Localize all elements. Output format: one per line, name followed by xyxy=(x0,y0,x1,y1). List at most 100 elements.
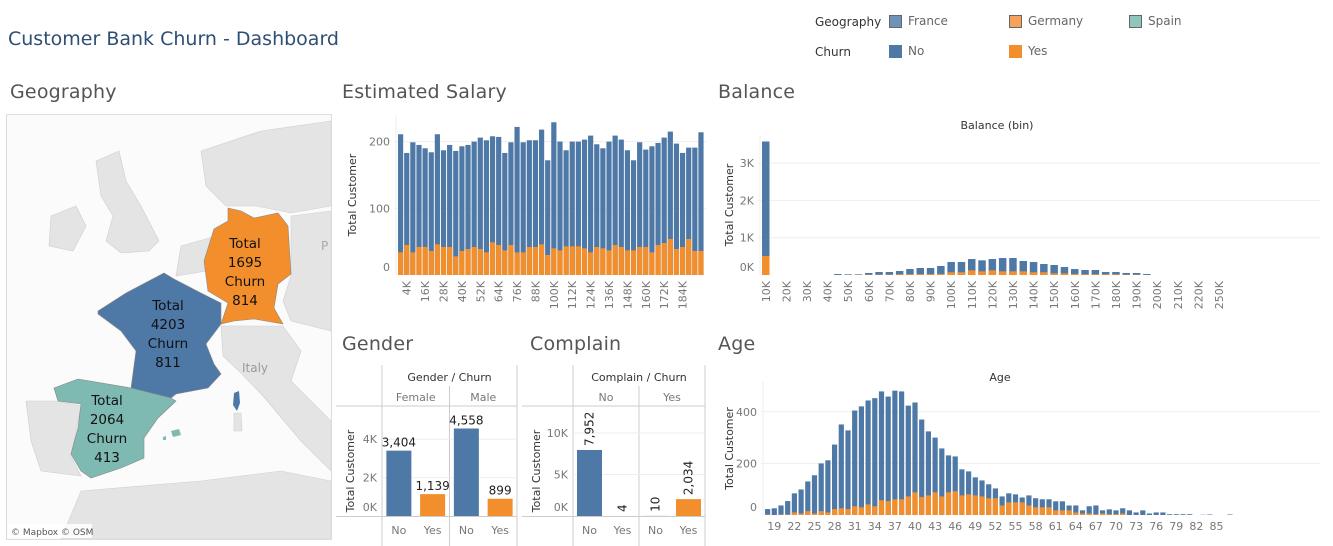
bar-yes xyxy=(957,272,966,275)
france-churn-label: Churn xyxy=(148,336,188,352)
balance-chart[interactable]: 0K 1K 2K 3K Total Customer Balance (bin) 10K 20… xyxy=(715,110,1330,325)
x-tick-label: 136K xyxy=(603,280,616,309)
legend-item-spain[interactable]: Spain xyxy=(1129,14,1182,28)
bar-yes xyxy=(925,495,931,515)
bar-no xyxy=(667,131,673,275)
bar-no xyxy=(926,267,935,275)
legend-label: Yes xyxy=(1028,44,1048,58)
bar-no xyxy=(875,272,883,275)
bar-no xyxy=(563,150,569,275)
group-label: Female xyxy=(396,391,436,404)
country-germany[interactable] xyxy=(203,207,292,325)
spain-swatch xyxy=(1129,14,1142,28)
x-tick-label: 100K xyxy=(945,280,958,309)
bar-no xyxy=(798,489,804,515)
bar-no xyxy=(1066,505,1072,515)
bar-yes xyxy=(892,499,898,515)
bar-no xyxy=(538,129,545,275)
x-tick-label: 4K xyxy=(401,280,414,295)
bar-yes xyxy=(643,246,649,275)
background-land xyxy=(25,120,331,539)
y-tick-label: 200 xyxy=(736,457,757,470)
x-tick-label: 200K xyxy=(1151,280,1164,309)
bar-no xyxy=(852,410,858,515)
geography-map[interactable]: Total 4203 Churn 811 Total 1695 Churn 81… xyxy=(6,114,332,540)
complain-chart[interactable]: Complain / Churn No Yes 0K 5K 10K Total Custom… xyxy=(522,360,708,546)
bar-no xyxy=(1081,270,1089,275)
bar-no xyxy=(854,274,863,275)
bar-yes xyxy=(520,252,526,275)
spain-churn-label: Churn xyxy=(87,431,127,447)
legend-item-yes[interactable]: Yes xyxy=(1009,44,1047,58)
bar-yes xyxy=(1006,502,1012,515)
bar-yes xyxy=(978,271,986,275)
bar-yes xyxy=(545,254,551,275)
bar-no xyxy=(838,424,844,515)
x-tick-label: 80K xyxy=(904,280,917,302)
bar-yes xyxy=(1100,513,1106,515)
bar-no xyxy=(899,391,905,515)
germany-total-label: Total xyxy=(228,236,261,252)
bar-yes xyxy=(765,514,771,515)
germany-swatch xyxy=(1009,14,1022,28)
bar-yes xyxy=(872,506,878,515)
x-tick-label: 40K xyxy=(456,280,469,302)
salary-chart[interactable]: 0 100 200 Total Customer 4K 16K 28K 40K 52K 64K 76… xyxy=(336,110,716,325)
data-label: 4,558 xyxy=(449,413,483,427)
y-tick-label: 2K xyxy=(363,472,378,485)
bar-no xyxy=(404,152,410,275)
legend-item-germany[interactable]: Germany xyxy=(1009,14,1083,28)
bar-no xyxy=(885,396,891,515)
bar-yes xyxy=(624,250,631,275)
x-tick-label: 150K xyxy=(1048,280,1061,309)
bar-no xyxy=(939,448,945,515)
bar-no xyxy=(1033,498,1039,515)
bar-no xyxy=(878,391,885,515)
bar-no xyxy=(1091,270,1100,275)
bar-no xyxy=(594,144,600,275)
section-title-salary: Estimated Salary xyxy=(342,81,507,103)
bar-yes xyxy=(422,246,428,275)
bar-no xyxy=(581,139,588,275)
balearic-islands xyxy=(163,429,181,440)
bar-no xyxy=(514,126,520,276)
bar-yes xyxy=(895,274,904,275)
bar-no xyxy=(892,390,898,515)
x-tick-label: 67 xyxy=(1089,520,1103,533)
bar-yes xyxy=(1039,507,1045,515)
bar-yes xyxy=(1101,274,1110,275)
bar-no xyxy=(465,144,471,275)
bar-no xyxy=(545,160,551,275)
bar-yes xyxy=(878,500,885,515)
bar-no xyxy=(1059,501,1065,515)
spain-total-value: 2064 xyxy=(90,412,124,428)
bar-yes xyxy=(939,496,945,515)
country-spain[interactable] xyxy=(53,378,177,479)
bar-yes xyxy=(972,495,978,515)
map-attribution[interactable]: © Mapbox © OSM xyxy=(11,528,93,538)
x-tick-label: 160K xyxy=(1069,280,1082,309)
bar-no xyxy=(1126,510,1132,515)
bar-yes xyxy=(778,514,784,515)
bar-yes xyxy=(899,499,905,515)
x-tick-label: Yes xyxy=(423,524,442,537)
bar-no xyxy=(872,398,878,515)
yes-swatch xyxy=(1009,44,1022,58)
legend-item-no[interactable]: No xyxy=(889,44,924,58)
legend-label: Spain xyxy=(1148,14,1182,28)
legend-item-france[interactable]: France xyxy=(889,14,948,28)
bar-no xyxy=(966,471,972,515)
gender-chart[interactable]: Gender / Churn Female Male 0K 2K 4K Total Cust… xyxy=(336,360,521,546)
bar-yes xyxy=(459,250,465,275)
bar-yes xyxy=(1066,510,1072,515)
data-label: 7,952 xyxy=(583,412,597,446)
france-swatch xyxy=(889,14,902,28)
bar-no xyxy=(865,400,871,515)
x-tick-label: 120K xyxy=(986,280,999,309)
country-france[interactable] xyxy=(97,272,222,399)
spain-total-label: Total xyxy=(90,393,123,409)
bar-no xyxy=(643,149,649,275)
bar-yes xyxy=(416,246,422,275)
bar-yes xyxy=(1029,272,1038,275)
